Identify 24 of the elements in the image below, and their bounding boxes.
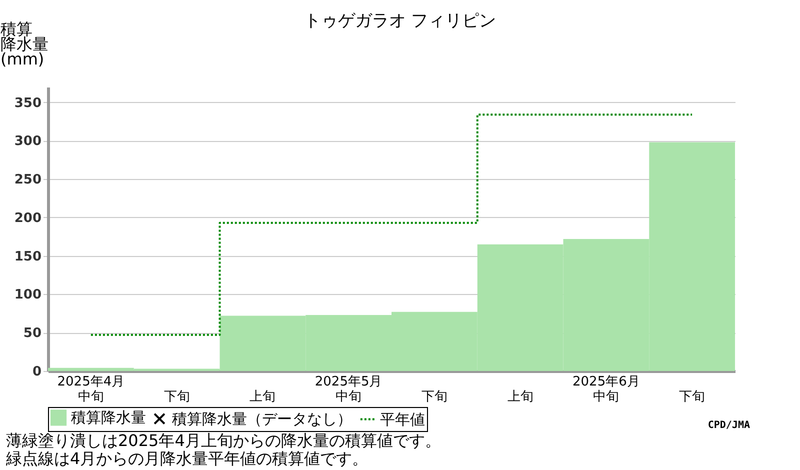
text: 薄緑塗り潰しは2025年4月上旬からの降水量の積算値です。 [6,431,441,450]
x-tick-label: 下旬 [421,390,448,404]
y-tick-label: 250 [14,172,42,188]
text: CPD/JMA [708,420,750,431]
x-tick-label: 2025年4月中旬 [57,374,125,404]
y-tick-label: 200 [14,210,42,226]
x-tick-label: 上旬 [507,390,534,404]
legend-label: 積算降水量 [71,408,146,427]
x-tick-label: 下旬 [164,390,190,404]
legend-label: 平年値 [380,410,425,428]
x-tick-label: 上旬 [250,390,276,404]
y-tick-label: 150 [14,249,42,264]
legend-label: 積算降水量（データなし） [172,410,352,428]
chart-title: トゥゲガラオ フィリピン [304,11,496,31]
x-tick-label: 下旬 [679,390,706,404]
y-tick-label: 50 [23,326,42,342]
y-tick-label: 300 [14,134,42,150]
text: 緑点線は4月からの月降水量平年値の積算値です。 [6,449,368,468]
y-axis-title: 積算降水量(mm) [0,20,48,68]
y-tick-label: 100 [14,288,42,303]
x-tick-label: 2025年5月中旬 [314,374,382,404]
x-tick-label: 2025年6月中旬 [572,374,640,404]
y-tick-label: 0 [32,364,42,380]
y-tick-label: 350 [14,96,42,111]
